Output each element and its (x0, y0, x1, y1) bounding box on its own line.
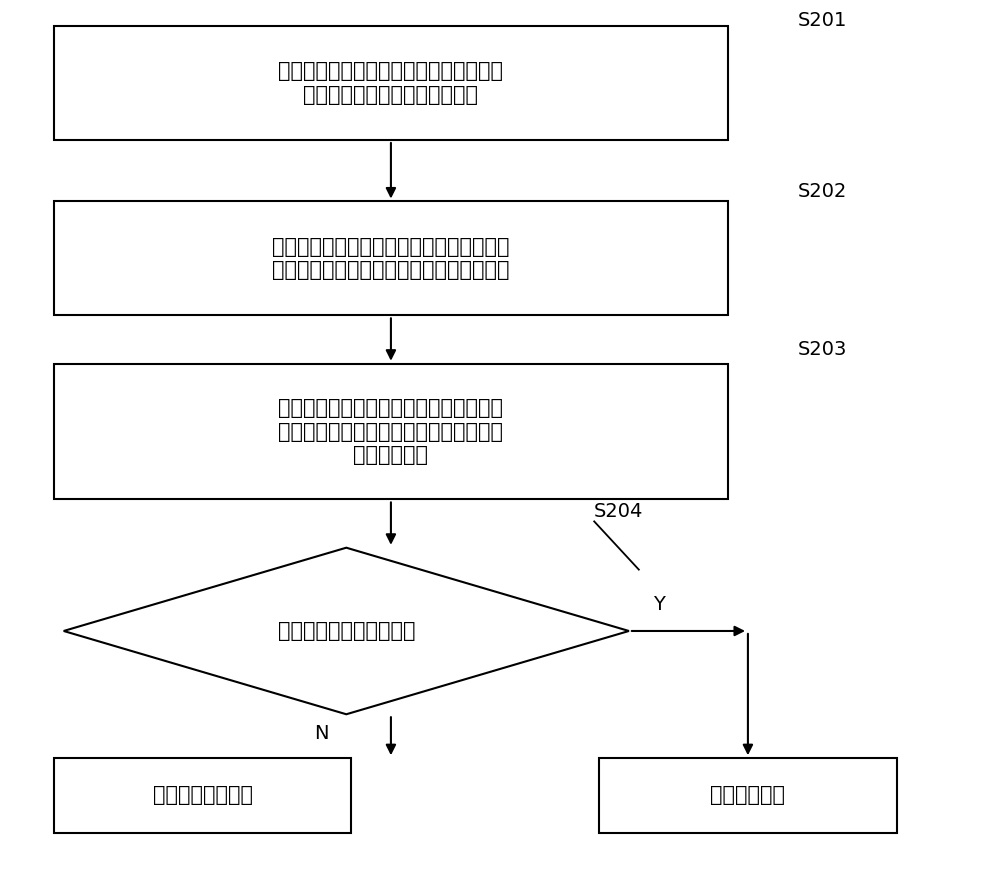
FancyBboxPatch shape (54, 26, 728, 140)
Text: 检测点的温度正常: 检测点的温度正常 (153, 785, 253, 805)
Text: N: N (314, 724, 329, 743)
Text: 在与所述母线相邻的母线外壳上选取三个测
温点，分别测量相邻母线的三相导体的温度: 在与所述母线相邻的母线外壳上选取三个测 温点，分别测量相邻母线的三相导体的温度 (272, 237, 510, 280)
Text: S202: S202 (798, 182, 847, 202)
Text: 将所述母线的三相导体的温度与相邻母线
的三相导体的温度对应比较，获取三相导
体的相对温差: 将所述母线的三相导体的温度与相邻母线 的三相导体的温度对应比较，获取三相导 体的… (278, 398, 503, 465)
Text: 温度的比值超过预设比率: 温度的比值超过预设比率 (278, 621, 415, 641)
Text: S201: S201 (798, 12, 847, 30)
FancyBboxPatch shape (54, 364, 728, 499)
Text: 在母线的外壳上选取三个测温点，分别测
量所述母线内的三相导体的温度: 在母线的外壳上选取三个测温点，分别测 量所述母线内的三相导体的温度 (278, 61, 503, 104)
Polygon shape (64, 548, 629, 714)
Text: S204: S204 (594, 503, 644, 521)
Text: 母线过热故障: 母线过热故障 (710, 785, 785, 805)
FancyBboxPatch shape (599, 758, 897, 833)
Text: Y: Y (653, 596, 665, 614)
FancyBboxPatch shape (54, 758, 351, 833)
Text: S203: S203 (798, 340, 847, 359)
FancyBboxPatch shape (54, 202, 728, 315)
